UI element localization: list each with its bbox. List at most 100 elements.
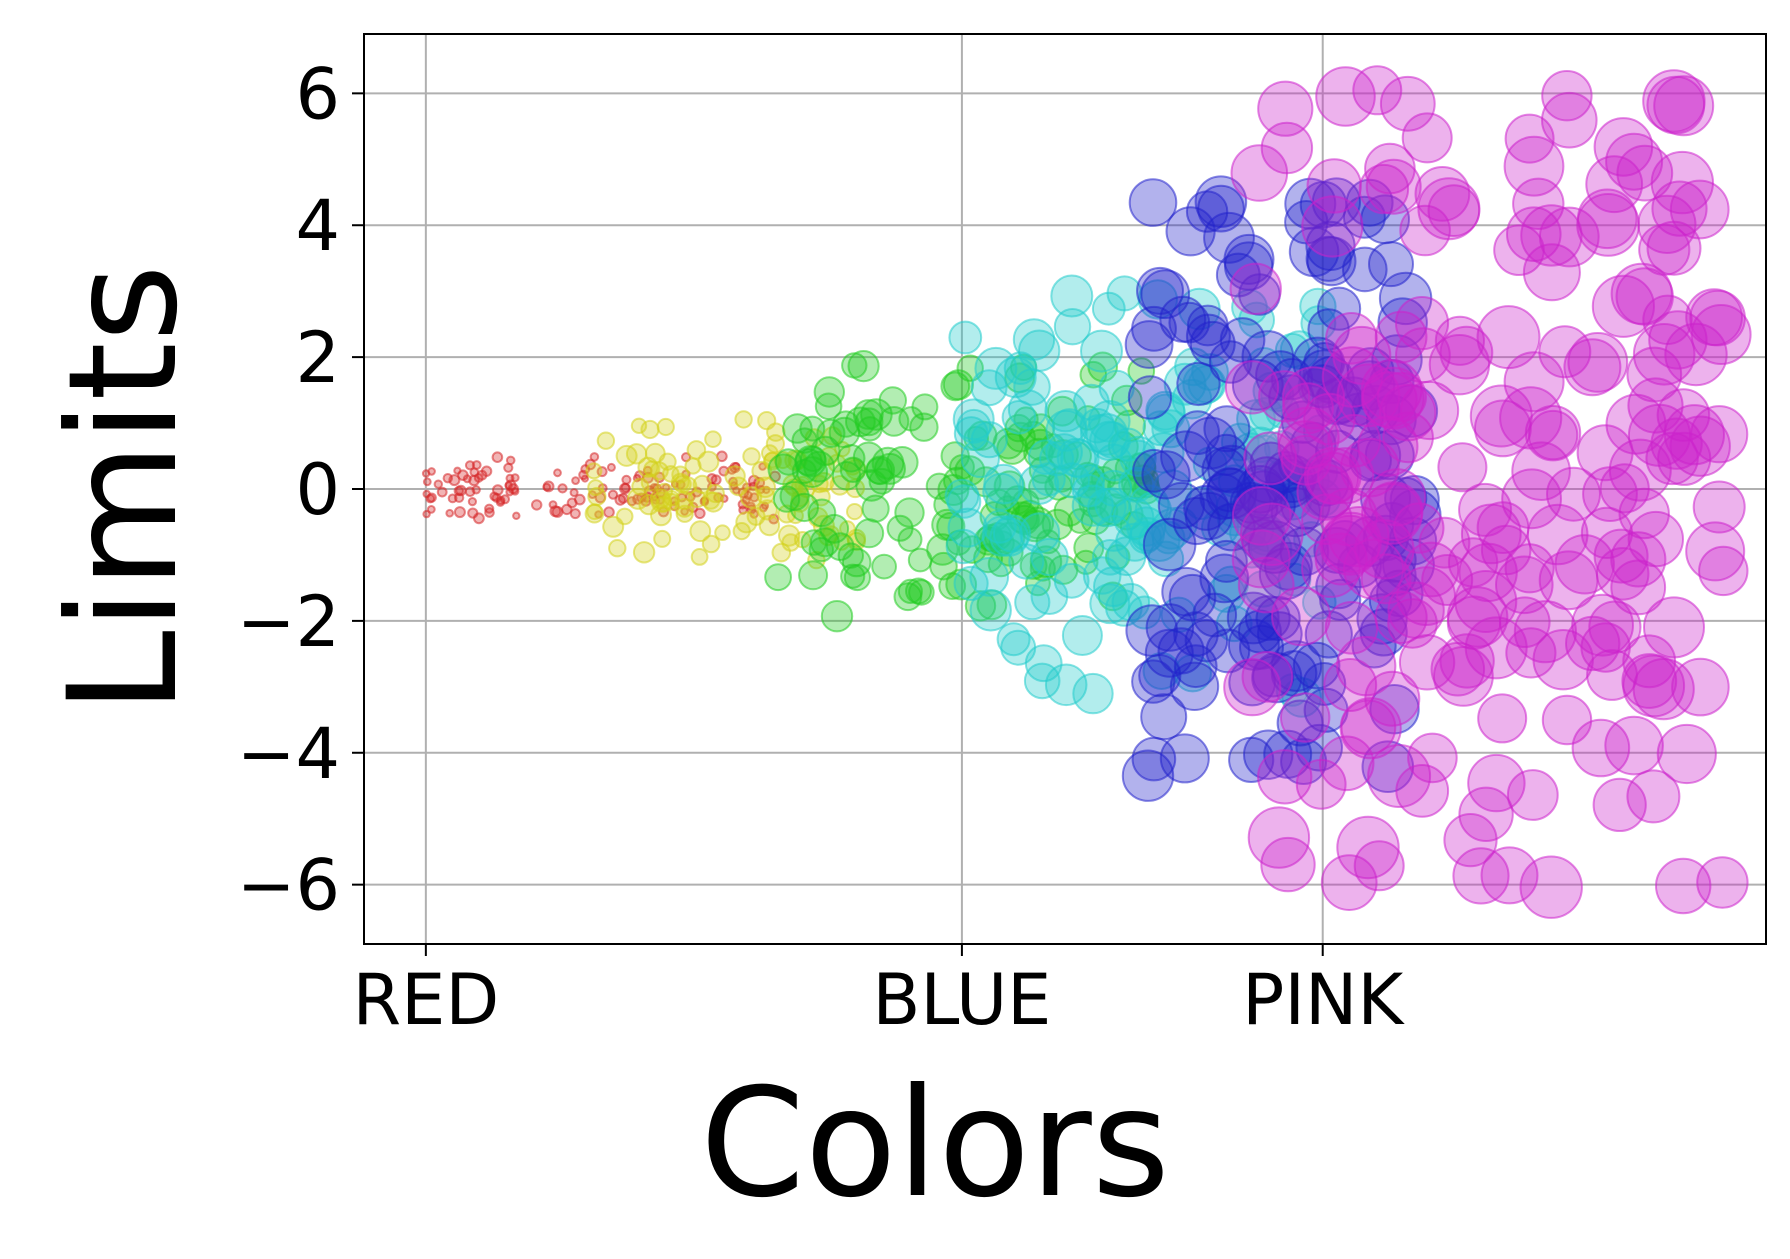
- scatter-point: [1637, 194, 1697, 254]
- scatter-point: [781, 533, 801, 552]
- scatter-point: [621, 474, 632, 485]
- scatter-point: [1538, 325, 1592, 379]
- scatter-point: [689, 520, 712, 543]
- scatter-point: [1007, 389, 1048, 430]
- scatter-point: [1458, 786, 1514, 842]
- series-4: [1121, 175, 1442, 802]
- scatter-point: [1071, 484, 1114, 527]
- scatter-point: [843, 563, 872, 592]
- scatter-point: [1203, 211, 1255, 264]
- scatter-point: [1538, 206, 1600, 268]
- scatter-point: [1205, 467, 1258, 520]
- scatter-point: [471, 460, 482, 470]
- scatter-point: [464, 460, 476, 471]
- scatter-point: [1464, 616, 1528, 680]
- scatter-point: [871, 553, 897, 580]
- scatter-point: [1656, 723, 1717, 785]
- scatter-point: [956, 408, 992, 444]
- scatter-point: [764, 563, 792, 592]
- scatter-point: [929, 551, 958, 581]
- scatter-point: [557, 483, 568, 494]
- scatter-point: [427, 467, 436, 476]
- scatter-point: [1541, 91, 1598, 149]
- scatter-point: [735, 511, 758, 534]
- scatter-point: [1257, 80, 1314, 137]
- scatter-point: [1646, 75, 1706, 135]
- scatter-point: [1506, 769, 1559, 821]
- scatter-point: [1365, 158, 1422, 215]
- scatter-point: [816, 418, 846, 448]
- scatter-point: [1306, 158, 1362, 214]
- scatter-point: [1592, 777, 1647, 833]
- scatter-point: [615, 444, 638, 467]
- scatter-point: [1604, 715, 1664, 776]
- scatter-point: [1231, 486, 1292, 546]
- scatter-point: [945, 528, 981, 565]
- scatter-point: [542, 482, 552, 492]
- scatter-point: [1001, 400, 1037, 435]
- scatter-point: [952, 398, 995, 441]
- scatter-point: [1616, 144, 1674, 202]
- scatter-point: [861, 494, 890, 523]
- scatter-point: [471, 485, 481, 495]
- scatter-point: [1301, 195, 1364, 258]
- scatter-point: [1295, 723, 1343, 772]
- scatter-point: [1336, 635, 1397, 697]
- scatter-point: [455, 484, 467, 497]
- scatter-point: [1303, 447, 1362, 505]
- scatter-point: [960, 438, 1000, 479]
- scatter-point: [571, 476, 580, 486]
- scatter-point: [1030, 537, 1069, 577]
- scatter-point: [1091, 291, 1126, 326]
- scatter-point: [1305, 235, 1352, 282]
- scatter-point: [1522, 243, 1581, 302]
- scatter-point: [1685, 521, 1746, 582]
- scatter-point: [422, 477, 432, 487]
- x-axis-title: Colors: [700, 1057, 1170, 1231]
- scatter-point: [1671, 657, 1730, 717]
- scatter-point: [548, 500, 558, 510]
- scatter-point: [637, 456, 659, 478]
- x-tick-label: PINK: [1242, 959, 1405, 1041]
- scatter-point: [782, 413, 813, 444]
- scatter-point: [1495, 555, 1554, 615]
- scatter-point: [1563, 338, 1622, 397]
- scatter-point: [1277, 406, 1340, 470]
- scatter-point: [653, 529, 672, 548]
- scatter-point: [1318, 735, 1375, 792]
- scatter-point: [603, 506, 615, 519]
- scatter-point: [1044, 663, 1088, 707]
- scatter-point: [1226, 591, 1280, 645]
- scatter-point: [1031, 462, 1066, 497]
- scatter-point: [1140, 269, 1191, 320]
- scatter-point: [1343, 538, 1405, 600]
- scatter-point: [442, 473, 453, 484]
- scatter-point: [909, 412, 939, 442]
- scatter-point: [701, 534, 721, 554]
- scatter-point: [1124, 320, 1174, 369]
- scatter-point: [1395, 764, 1450, 818]
- scatter-point: [1519, 855, 1583, 919]
- scatter-point: [1690, 405, 1749, 464]
- scatter-point: [1622, 634, 1677, 689]
- scatter-point: [1377, 297, 1428, 348]
- scatter-point: [694, 507, 706, 520]
- scatter-point: [1567, 332, 1629, 393]
- scatter-point: [1591, 274, 1656, 338]
- scatter-point: [907, 547, 933, 573]
- scatter-point: [632, 541, 656, 564]
- grid: [364, 34, 1766, 944]
- scatter-point: [1577, 188, 1638, 250]
- scatter-point: [1469, 384, 1533, 448]
- scatter-point: [1317, 286, 1362, 331]
- scatter-point: [1394, 296, 1450, 351]
- scatter-point: [1013, 406, 1039, 432]
- scatter-point: [813, 376, 845, 408]
- scatter-point: [512, 511, 521, 520]
- scatter-point: [489, 491, 500, 502]
- scatter-point: [569, 488, 579, 498]
- scatter-point: [969, 556, 1010, 597]
- scatter-point: [457, 469, 469, 482]
- scatter-point: [1452, 847, 1510, 905]
